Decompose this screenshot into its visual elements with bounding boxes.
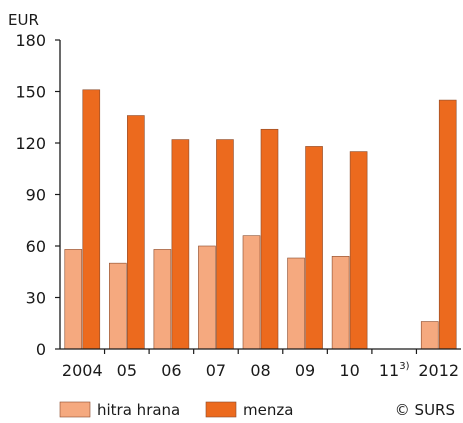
- x-tick-label: 09: [295, 361, 315, 380]
- x-tick-label: 06: [161, 361, 181, 380]
- bar-hitra-hrana-06: [153, 249, 172, 350]
- legend-swatch-hitra-hrana: [59, 401, 91, 418]
- bar-menza-09: [305, 146, 323, 350]
- source-credit: © SURS: [395, 401, 455, 419]
- y-tick-label: 150: [15, 83, 46, 102]
- bars-group: [64, 89, 457, 350]
- x-tick-label: 05: [117, 361, 137, 380]
- x-tick-label: 113): [379, 361, 410, 380]
- x-tick-label: 08: [250, 361, 270, 380]
- legend-label-hitra-hrana: hitra hrana: [97, 401, 180, 419]
- bar-menza-07: [216, 139, 234, 350]
- bar-menza-10: [349, 151, 368, 350]
- y-axis-unit-label: EUR: [8, 11, 39, 29]
- y-tick-label: 120: [15, 134, 46, 153]
- bar-hitra-hrana-08: [242, 235, 261, 350]
- y-axis: 0 30 60 90 120 150 180: [15, 31, 60, 359]
- bar-hitra-hrana-07: [198, 245, 216, 350]
- bar-menza-2012: [438, 99, 457, 350]
- bar-hitra-hrana-10: [331, 255, 350, 350]
- y-tick-label: 30: [26, 289, 46, 308]
- x-tick-label: 07: [206, 361, 226, 380]
- bar-hitra-hrana-2012: [420, 321, 439, 350]
- y-tick-label: 90: [26, 186, 46, 205]
- x-axis: 2004 05 06 07 08 09 10 113) 2012: [62, 349, 459, 380]
- bar-hitra-hrana-09: [287, 257, 305, 350]
- x-tick-label: 10: [339, 361, 359, 380]
- bar-hitra-hrana-2004: [64, 249, 83, 350]
- bar-menza-2004: [82, 89, 101, 350]
- bar-hitra-hrana-05: [109, 262, 127, 350]
- legend-label-menza: menza: [243, 401, 293, 419]
- bar-menza-05: [127, 115, 145, 350]
- y-tick-label: 0: [36, 340, 46, 359]
- x-tick-label: 2012: [418, 361, 459, 380]
- y-tick-label: 180: [15, 31, 46, 50]
- y-tick-label: 60: [26, 237, 46, 256]
- x-tick-label: 2004: [62, 361, 103, 380]
- legend-swatch-menza: [205, 401, 237, 418]
- bar-menza-06: [171, 139, 190, 350]
- bar-menza-08: [260, 128, 279, 350]
- legend: hitra hrana menza © SURS: [59, 401, 455, 419]
